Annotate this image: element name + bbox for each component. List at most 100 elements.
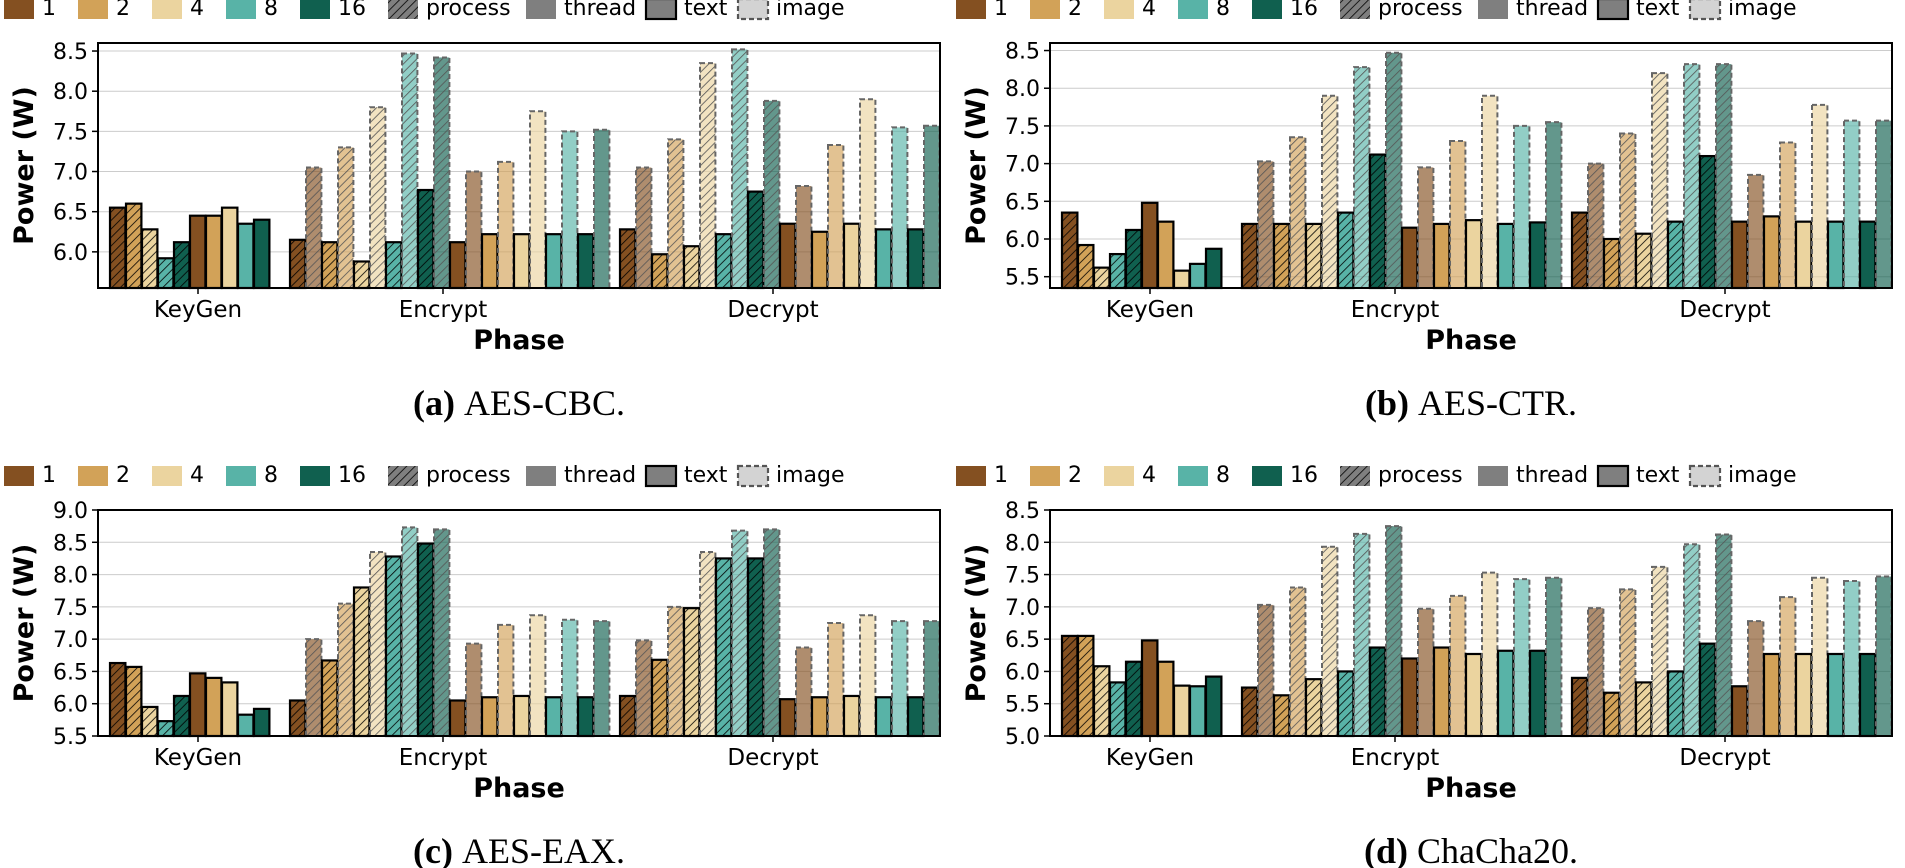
bar-encrypt-image-process-2 xyxy=(482,697,498,736)
bar-decrypt-image-process-1 xyxy=(780,699,796,736)
bar-decrypt-text-thread-8-hatch xyxy=(732,49,748,288)
legend-label-thread: thread xyxy=(564,463,636,488)
bar-decrypt-text-thread-16-hatch xyxy=(1716,534,1732,736)
bar-encrypt-text-process-2-hatch xyxy=(1274,695,1290,736)
bar-keygen-thread-2 xyxy=(1158,661,1174,736)
bar-encrypt-text-process-1-hatch xyxy=(1242,687,1258,736)
y-tick-label: 8.5 xyxy=(53,40,88,65)
bar-decrypt-image-process-8 xyxy=(876,697,892,736)
y-tick-label: 8.0 xyxy=(1005,77,1040,102)
bar-encrypt-text-thread-1-hatch xyxy=(1258,604,1274,736)
legend-label-4: 4 xyxy=(190,0,204,21)
bar-encrypt-text-thread-16-edge xyxy=(433,56,451,289)
legend-label-thread: thread xyxy=(1516,463,1588,488)
legend-swatch-4 xyxy=(1104,466,1134,486)
legend-label-4: 4 xyxy=(1142,0,1156,21)
y-tick-label: 8.5 xyxy=(53,531,88,556)
bar-keygen-process-2-hatch xyxy=(1078,635,1094,736)
bar-encrypt-text-process-16-hatch xyxy=(418,543,434,736)
bar-decrypt-text-process-2-hatch xyxy=(652,659,668,736)
bar-decrypt-image-thread-16 xyxy=(1876,120,1892,289)
bar-keygen-process-16-hatch xyxy=(1126,229,1142,288)
bar-decrypt-image-thread-1-edge xyxy=(795,646,813,737)
panel-caption: (b) AES-CTR. xyxy=(1365,383,1577,423)
bar-decrypt-text-thread-1-hatch xyxy=(636,640,652,736)
bar-encrypt-text-thread-16-hatch xyxy=(1386,526,1402,736)
bar-decrypt-image-thread-4 xyxy=(1812,577,1828,736)
bar-keygen-thread-8 xyxy=(1190,686,1206,736)
bar-decrypt-image-process-8 xyxy=(876,229,892,288)
bar-encrypt-image-process-1 xyxy=(1402,658,1418,736)
y-tick-label: 6.5 xyxy=(53,660,88,685)
y-tick-label: 6.0 xyxy=(53,693,88,718)
bar-keygen-process-4-hatch xyxy=(1094,666,1110,736)
bar-encrypt-text-process-8-hatch xyxy=(386,242,402,288)
bar-decrypt-text-thread-2-hatch xyxy=(1620,133,1636,288)
bar-decrypt-image-process-16 xyxy=(1860,653,1876,736)
y-tick-label: 5.0 xyxy=(1005,725,1040,750)
bar-decrypt-text-process-4-hatch xyxy=(1636,682,1652,736)
bar-decrypt-text-thread-16-hatch xyxy=(764,100,780,289)
bar-encrypt-text-thread-8-hatch xyxy=(402,527,418,736)
bar-keygen-process-2-hatch xyxy=(1078,245,1094,288)
bar-keygen-process-8-hatch xyxy=(1110,682,1126,736)
x-tick-label-decrypt: Decrypt xyxy=(1679,297,1770,323)
bar-encrypt-text-process-16-hatch xyxy=(418,190,434,288)
bar-decrypt-text-process-16-hatch xyxy=(1700,156,1716,288)
legend-label-2: 2 xyxy=(116,0,130,21)
bar-encrypt-image-thread-16-edge xyxy=(1545,576,1563,737)
bar-decrypt-image-process-1 xyxy=(1732,686,1748,736)
bar-decrypt-text-process-4-hatch xyxy=(1636,233,1652,288)
bar-keygen-process-2-hatch xyxy=(126,666,142,736)
bar-encrypt-text-process-1-hatch xyxy=(290,700,306,736)
legend-label-process: process xyxy=(426,463,511,488)
bar-encrypt-image-thread-16-edge xyxy=(593,128,611,289)
bar-encrypt-text-thread-8-hatch xyxy=(1354,533,1370,736)
legend-label-4: 4 xyxy=(190,463,204,488)
bar-encrypt-text-thread-1-hatch xyxy=(306,167,322,288)
caption-text: ChaCha20. xyxy=(1417,831,1578,868)
bar-decrypt-text-thread-2-hatch xyxy=(1620,589,1636,736)
legend-swatch-text xyxy=(644,0,678,21)
legend-swatch-16 xyxy=(1252,0,1282,19)
legend-swatch-2 xyxy=(1030,0,1060,19)
bar-decrypt-text-process-1-hatch xyxy=(1572,677,1588,736)
legend-label-8: 8 xyxy=(264,463,278,488)
bar-encrypt-image-process-16 xyxy=(1530,650,1546,736)
legend-swatch-4 xyxy=(1104,0,1134,19)
y-tick-label: 5.5 xyxy=(1005,693,1040,718)
bar-encrypt-image-process-1 xyxy=(1402,227,1418,288)
y-tick-label: 7.5 xyxy=(53,596,88,621)
x-tick-label-keygen: KeyGen xyxy=(1106,297,1194,323)
panel-3: 1 2 4 8 16 process thread text image 5.0 5.5 6.0 6.5… xyxy=(956,463,1893,868)
bar-keygen-thread-16 xyxy=(254,708,270,736)
bar-encrypt-image-process-1 xyxy=(450,700,466,736)
bar-keygen-process-16-hatch xyxy=(174,695,190,736)
bar-decrypt-text-process-8-hatch xyxy=(1668,221,1684,288)
bar-encrypt-image-thread-2 xyxy=(1450,595,1466,736)
x-axis-label: Phase xyxy=(1425,773,1517,804)
panel-2: 1 2 4 8 16 process thread text image 5.5 6.0 6.5 7.0… xyxy=(4,463,941,868)
bar-encrypt-image-thread-16 xyxy=(1546,122,1562,289)
bar-decrypt-image-thread-4 xyxy=(1812,104,1828,288)
x-tick-label-encrypt: Encrypt xyxy=(399,297,487,323)
legend-label-text: text xyxy=(684,0,728,21)
legend-label-2: 2 xyxy=(116,463,130,488)
bar-decrypt-text-process-8-hatch xyxy=(716,558,732,736)
y-tick-label: 8.5 xyxy=(1005,499,1040,524)
legend-label-image: image xyxy=(776,0,845,21)
bar-decrypt-image-thread-4 xyxy=(860,99,876,288)
bar-decrypt-image-thread-8-edge xyxy=(1843,119,1861,290)
panel-1: 1 2 4 8 16 process thread text image 5.5 6.0 6.5 7.0… xyxy=(956,0,1893,423)
legend-label-image: image xyxy=(1728,463,1797,488)
y-tick-label: 5.5 xyxy=(53,725,88,750)
legend-swatch-process xyxy=(1340,466,1370,486)
bar-keygen-process-8-hatch xyxy=(1110,254,1126,288)
bar-keygen-thread-16 xyxy=(254,219,270,288)
plot-frame xyxy=(97,509,941,737)
legend-swatch-2 xyxy=(78,0,108,19)
bar-encrypt-text-process-1-hatch xyxy=(290,239,306,288)
x-axis-label: Phase xyxy=(473,773,565,804)
bar-decrypt-image-thread-8 xyxy=(892,621,908,736)
